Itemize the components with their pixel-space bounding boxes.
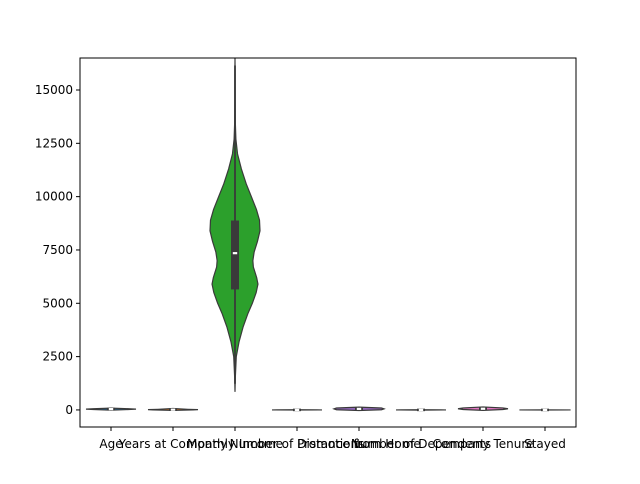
axes-frame xyxy=(80,58,576,427)
violin-group xyxy=(520,409,570,412)
violin-group xyxy=(86,408,136,411)
violin-box xyxy=(231,221,239,290)
y-tick-label: 5000 xyxy=(42,296,73,310)
y-tick-label: 12500 xyxy=(35,136,73,150)
violins-layer xyxy=(86,58,570,411)
violin-median xyxy=(481,408,485,410)
x-tick-label: Company Tenure xyxy=(433,437,534,451)
violin-group xyxy=(148,408,198,411)
violin-median xyxy=(171,409,175,411)
violin-median xyxy=(233,252,237,254)
violin-median xyxy=(419,409,423,411)
violin-group xyxy=(272,409,322,412)
violin-median xyxy=(295,409,299,411)
violin-median xyxy=(109,408,113,410)
violin-median xyxy=(543,409,547,411)
y-tick-label: 2500 xyxy=(42,350,73,364)
violin-group xyxy=(458,407,508,410)
violin-group xyxy=(210,58,260,392)
y-tick-label: 15000 xyxy=(35,83,73,97)
y-tick-label: 10000 xyxy=(35,190,73,204)
y-tick-label: 7500 xyxy=(42,243,73,257)
violin-group xyxy=(396,409,446,412)
x-tick-label: Stayed xyxy=(524,437,566,451)
y-axis: 0 2500 5000 7500 10000 12500 15000 xyxy=(35,83,80,417)
y-tick-label: 0 xyxy=(65,403,73,417)
violin-group xyxy=(334,407,384,410)
violin-median xyxy=(357,408,361,410)
